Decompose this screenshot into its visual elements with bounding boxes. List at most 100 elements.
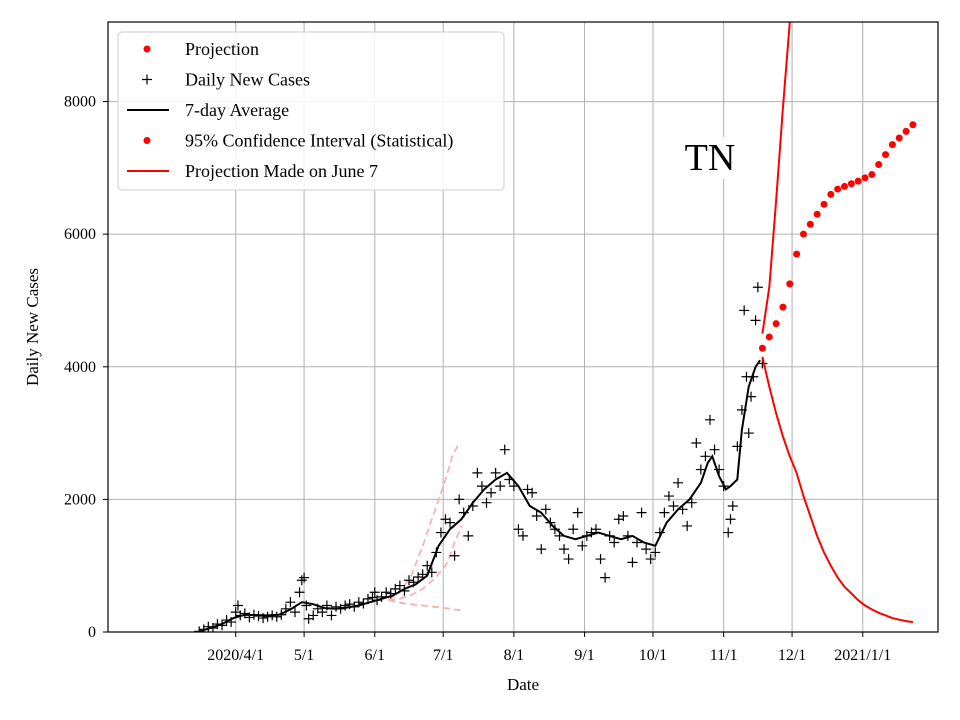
projection-point xyxy=(868,171,876,178)
projection-point xyxy=(793,250,801,258)
daily-cases-marker xyxy=(650,547,661,558)
daily-cases-marker xyxy=(194,626,205,632)
daily-cases-marker xyxy=(481,497,492,508)
daily-cases-marker xyxy=(340,600,351,611)
legend-label: 7-day Average xyxy=(185,100,289,120)
daily-cases-marker xyxy=(691,438,702,449)
y-tick-label: 6000 xyxy=(64,226,96,243)
projection-made-on-june-7-upper-line xyxy=(387,442,460,601)
x-tick-label: 12/1 xyxy=(778,647,806,664)
daily-cases-marker xyxy=(627,557,638,568)
projection-point xyxy=(875,161,883,169)
legend-dot-marker xyxy=(143,45,151,53)
daily-cases-marker xyxy=(369,587,380,598)
daily-cases-marker xyxy=(294,587,305,598)
plot-frame xyxy=(107,21,939,633)
daily-cases-marker xyxy=(394,580,405,591)
daily-cases-marker xyxy=(686,497,697,508)
projection-made-on-june-7-lower-line xyxy=(388,599,462,611)
daily-cases-marker xyxy=(435,527,446,538)
projection-point xyxy=(861,174,869,182)
projection-point xyxy=(820,200,828,208)
daily-cases-marker xyxy=(739,305,750,316)
legend-entry: Projection xyxy=(143,39,259,59)
daily-cases-marker xyxy=(296,575,307,586)
y-tick-label: 4000 xyxy=(64,359,96,376)
legend: Projection Daily New Cases 7-day Average 95… xyxy=(117,31,505,191)
daily-cases-marker xyxy=(682,520,693,531)
x-tick-label: 6/1 xyxy=(365,647,385,664)
daily-cases-marker xyxy=(271,611,282,622)
x-tick-label: 10/1 xyxy=(639,647,667,664)
projection-point xyxy=(827,190,835,198)
projection-point xyxy=(895,134,903,142)
95-confidence-interval-statistical-line xyxy=(761,356,914,624)
daily-cases-marker xyxy=(563,554,574,565)
daily-cases-marker xyxy=(618,510,629,521)
daily-cases-marker xyxy=(239,608,250,619)
daily-cases-marker xyxy=(725,514,736,525)
projection-point xyxy=(813,210,821,218)
legend-plus-marker xyxy=(142,74,152,85)
x-tick-label: 7/1 xyxy=(433,647,453,664)
x-tick-label: 9/1 xyxy=(574,647,594,664)
x-tick-label: 2021/1/1 xyxy=(834,647,891,664)
projection-point xyxy=(779,303,787,311)
projection-point xyxy=(758,344,766,352)
daily-cases-marker xyxy=(490,467,501,478)
95-confidence-interval-upper-line xyxy=(761,22,791,334)
projection-made-on-june-7-line xyxy=(388,525,463,602)
daily-cases-marker xyxy=(331,601,342,612)
daily-cases-marker xyxy=(472,467,483,478)
daily-cases-marker xyxy=(750,315,761,326)
daily-cases-marker xyxy=(326,610,337,621)
daily-cases-marker xyxy=(285,597,296,608)
daily-cases-marker xyxy=(663,491,674,502)
x-axis-title: Date xyxy=(507,675,539,694)
daily-cases-marker xyxy=(641,544,652,555)
daily-cases-marker xyxy=(645,554,656,565)
daily-cases-marker xyxy=(673,477,684,488)
legend-label: 95% Confidence Interval (Statistical) xyxy=(185,131,453,152)
projection-point xyxy=(847,180,855,188)
projection-point xyxy=(902,127,910,135)
projection-point xyxy=(834,185,842,193)
data-layer xyxy=(194,22,917,632)
y-tick-label: 2000 xyxy=(64,491,96,508)
daily-cases-marker xyxy=(518,530,528,541)
daily-cases-marker xyxy=(577,540,588,551)
daily-cases-marker xyxy=(527,487,538,498)
projection-point xyxy=(882,151,890,159)
daily-cases-marker xyxy=(559,544,570,555)
projection-point xyxy=(909,121,917,129)
daily-cases-marker xyxy=(381,587,392,598)
legend-entry: 7-day Average xyxy=(127,100,289,120)
x-tick-label: 2020/4/1 xyxy=(207,647,264,664)
daily-cases-marker xyxy=(743,428,754,439)
x-tick-label: 5/1 xyxy=(294,647,314,664)
daily-cases-marker xyxy=(499,444,510,455)
x-tick-label: 11/1 xyxy=(710,647,738,664)
daily-cases-marker xyxy=(572,507,583,518)
daily-cases-marker xyxy=(600,572,611,583)
projection-point xyxy=(841,182,849,190)
daily-cases-marker xyxy=(317,607,328,618)
y-tick-label: 0 xyxy=(88,624,96,641)
projection-point xyxy=(854,177,862,185)
daily-cases-marker xyxy=(454,494,465,505)
daily-cases-marker xyxy=(609,537,620,548)
state-annotation: TN xyxy=(685,137,736,179)
projection-point xyxy=(799,230,807,238)
legend-box xyxy=(117,31,505,191)
projection-point xyxy=(806,220,814,228)
legend-entry: Projection Made on June 7 xyxy=(127,161,378,181)
y-axis-title: Daily New Cases xyxy=(23,268,42,386)
daily-cases-marker xyxy=(463,530,474,541)
daily-cases-marker xyxy=(704,414,715,425)
daily-cases-marker xyxy=(540,504,551,515)
legend-label: Daily New Cases xyxy=(185,70,310,90)
7-day-average-line xyxy=(198,359,761,632)
daily-cases-marker xyxy=(299,572,310,583)
daily-cases-marker xyxy=(531,510,542,521)
